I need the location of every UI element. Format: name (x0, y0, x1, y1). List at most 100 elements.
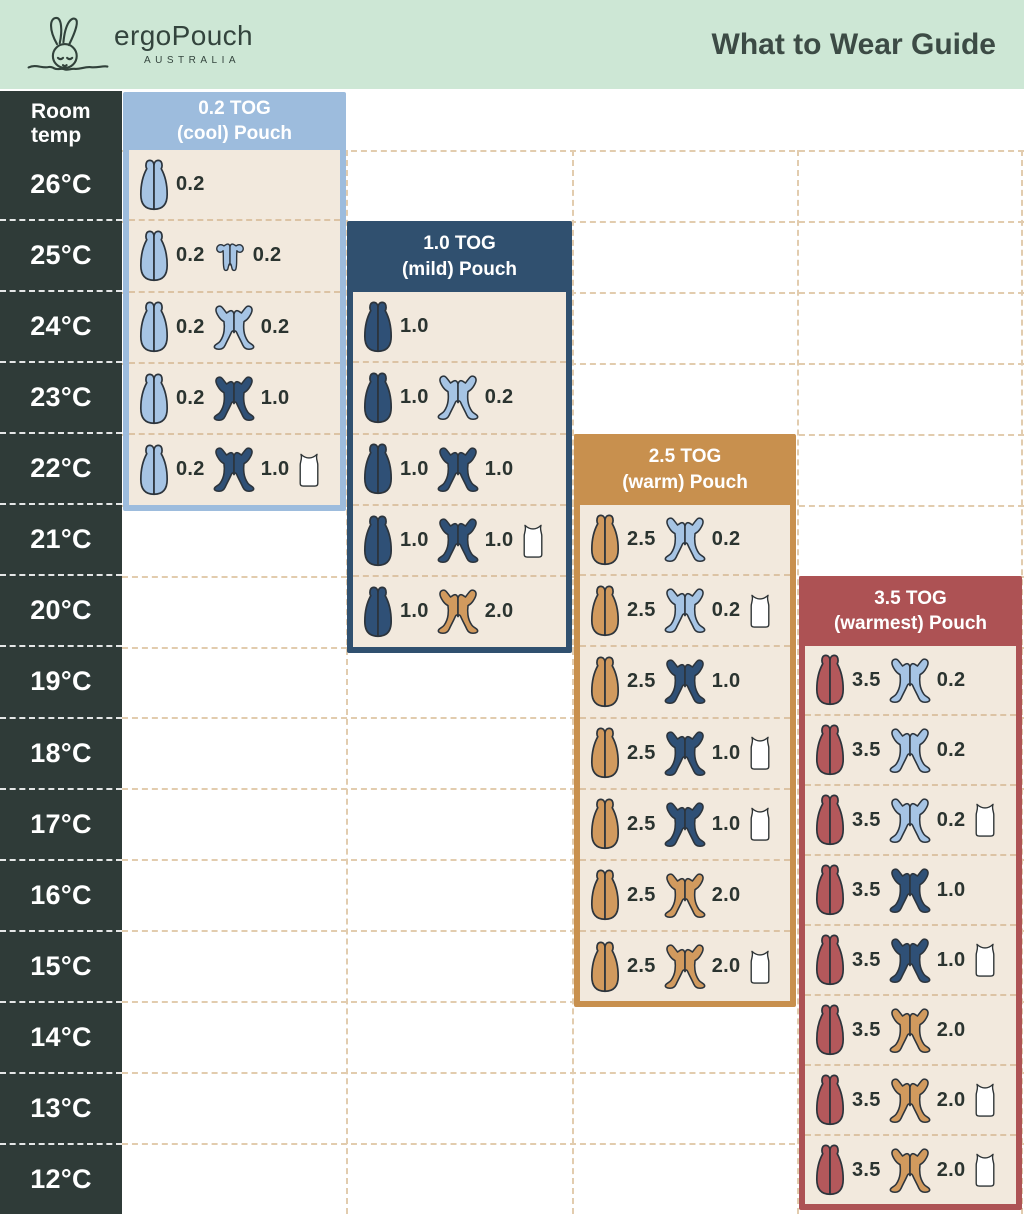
panel-tog-label: (warm) Pouch (622, 471, 748, 493)
outfit-item (520, 523, 546, 559)
tog-value: 1.0 (400, 315, 429, 338)
brand-name: ergoPouch (114, 19, 254, 51)
temp-column: Room temp 26°C 25°C 24°C 23°C 22°C 21°C 20°C 19… (0, 91, 122, 1214)
outfit-item (972, 1082, 998, 1118)
top-bar: ergoPouch AUSTRALIA What to Wear Guide (0, 0, 1024, 89)
panel-row-17C: 3.5 0.2 (805, 784, 1016, 854)
tog-value: 0.2 (176, 458, 205, 481)
sleep-pouch-icon (588, 655, 622, 709)
brand-logo: ergoPouch AUSTRALIA (24, 14, 253, 76)
temp-cell: 15°C (0, 929, 122, 1001)
panel-row-16C: 2.5 2.0 (580, 858, 790, 930)
temp-rows: 26°C 25°C 24°C 23°C 22°C 21°C 20°C 19°C 18°C 17°C… (0, 150, 122, 1214)
tog-value: 2.5 (627, 741, 656, 764)
outfit-item: 2.5 (588, 797, 656, 851)
tog-value: 1.0 (260, 387, 290, 410)
outfit-item (747, 806, 773, 842)
onesie-icon (663, 658, 707, 705)
tog-value: 2.5 (627, 955, 656, 978)
tog-value: 0.2 (176, 387, 205, 410)
panel-row-20C: 1.0 2.0 (353, 575, 566, 646)
outfit-item: 0.2 (663, 516, 741, 563)
panel-row-21C: 1.0 1.0 (353, 503, 566, 575)
tog-value: 2.0 (936, 1018, 966, 1041)
panel-row-24C: 1.0 (353, 292, 566, 361)
tog-value: 1.0 (711, 741, 741, 764)
outfit-item: 2.0 (888, 1147, 966, 1194)
outfit-item: 0.2 (212, 304, 290, 351)
tog-value: 0.2 (252, 244, 282, 267)
onesie-icon (888, 937, 932, 984)
panel-header: 3.5 TOG (warmest) Pouch (805, 576, 1016, 646)
panel-body: 0.2 0.2 0.2 0.2 0.2 0.2 1.0 0.2 1.0 (129, 150, 340, 505)
sleep-pouch-icon (137, 229, 171, 283)
panel-row-18C: 3.5 0.2 (805, 714, 1016, 784)
temp-cell: 20°C (0, 574, 122, 645)
outfit-item: 1.0 (361, 371, 429, 425)
singlet-icon (523, 524, 543, 558)
outfit-item: 1.0 (212, 375, 290, 422)
temp-cell: 24°C (0, 290, 122, 361)
outfit-item: 2.5 (588, 726, 656, 780)
sleep-pouch-icon (137, 158, 171, 212)
outfit-item: 2.5 (588, 513, 656, 567)
outfit-item: 2.0 (663, 943, 741, 990)
tog-value: 0.2 (936, 738, 966, 761)
sleep-pouch-icon (588, 513, 622, 567)
panel-tog-rating: 2.5 TOG (648, 446, 722, 468)
panel-row-19C: 3.5 0.2 (805, 646, 1016, 714)
outfit-item: 2.0 (436, 588, 514, 635)
onesie-icon (436, 374, 480, 421)
brand-subtitle: AUSTRALIA (144, 54, 241, 66)
panel-row-24C: 0.2 0.2 (129, 290, 340, 362)
tog-value: 0.2 (260, 315, 290, 338)
sleep-pouch-icon (361, 371, 395, 425)
tog-value: 2.0 (711, 955, 741, 978)
tog-value: 3.5 (852, 1018, 881, 1041)
sleep-pouch-icon (137, 372, 171, 426)
sleep-pouch-icon (813, 863, 847, 917)
tog-panel-0.2: 0.2 TOG (cool) Pouch 0.2 0.2 0.2 0.2 0.2 0.2 1.0… (123, 92, 346, 511)
onesie-icon (212, 304, 256, 351)
grid-line-vertical (797, 150, 799, 1214)
panel-row-15C: 3.5 1.0 (805, 924, 1016, 994)
outfit-item: 1.0 (436, 446, 514, 493)
sleep-pouch-icon (588, 726, 622, 780)
brand-text: ergoPouch AUSTRALIA (114, 20, 253, 66)
outfit-item: 1.0 (436, 517, 514, 564)
outfit-item: 2.5 (588, 868, 656, 922)
panel-row-18C: 2.5 1.0 (580, 716, 790, 788)
panel-body: 1.0 1.0 0.2 1.0 1.0 1.0 1.0 1.0 2.0 (353, 292, 566, 647)
tog-value: 1.0 (711, 812, 741, 835)
onesie-icon (888, 797, 932, 844)
temp-cell: 26°C (30, 169, 92, 200)
onesie-icon (888, 657, 932, 704)
temp-cell: 12°C (0, 1142, 122, 1214)
sleep-pouch-icon (813, 723, 847, 777)
panel-row-15C: 2.5 2.0 (580, 930, 790, 1001)
tog-value: 2.0 (936, 1088, 966, 1111)
outfit-item (296, 452, 322, 488)
tog-value: 3.5 (852, 1088, 881, 1111)
tog-value: 0.2 (711, 599, 741, 622)
tog-value: 2.0 (484, 600, 514, 623)
singlet-icon (975, 803, 995, 837)
panel-tog-label: (warmest) Pouch (833, 613, 988, 634)
onesie-icon (888, 867, 932, 914)
outfit-item: 0.2 (137, 158, 205, 212)
outfit-item: 2.5 (588, 940, 656, 994)
sleep-pouch-icon (813, 1073, 847, 1127)
tog-value: 0.2 (711, 528, 741, 551)
onesie-icon (888, 1077, 932, 1124)
outfit-item: 3.5 (813, 653, 881, 707)
outfit-item: 0.2 (137, 372, 205, 426)
sleep-pouch-icon (361, 585, 395, 639)
panel-row-17C: 2.5 1.0 (580, 787, 790, 859)
onesie-icon (663, 516, 707, 563)
sleep-pouch-icon (361, 514, 395, 568)
tog-value: 1.0 (400, 529, 429, 552)
temp-cell: 22°C (0, 432, 122, 503)
onesie-icon (888, 1147, 932, 1194)
sleep-pouch-icon (813, 933, 847, 987)
tog-value: 1.0 (936, 948, 966, 971)
